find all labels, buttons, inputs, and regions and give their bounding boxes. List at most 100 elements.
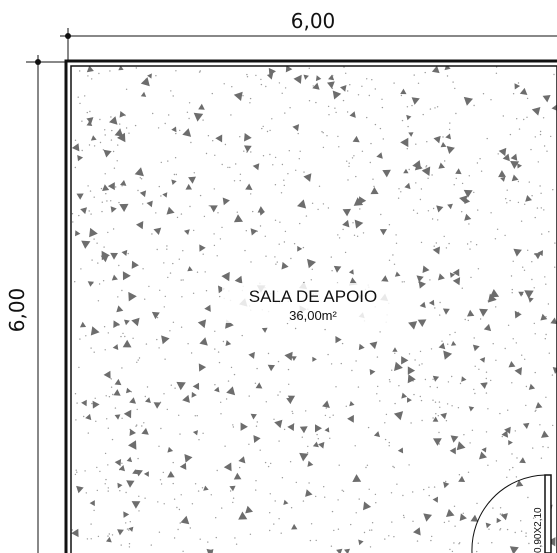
hatch-triangle [433,135,441,144]
hatch-dot [347,90,349,92]
hatch-triangle [87,281,94,287]
hatch-dot [494,238,497,240]
hatch-dot [427,210,430,212]
hatch-triangle [452,277,461,286]
hatch-dot [388,259,391,261]
hatch-triangle [103,370,111,379]
hatch-dot [163,503,165,505]
hatch-dot [473,337,475,339]
hatch-triangle [129,428,136,436]
hatch-dot [84,470,86,472]
hatch-dot [510,275,513,277]
hatch-dot [221,507,223,509]
hatch-dot [410,422,412,424]
hatch-dot [486,137,488,140]
hatch-triangle [226,386,236,396]
hatch-dot [107,490,109,492]
hatch-dot [445,480,447,483]
hatch-dot [125,522,127,524]
hatch-triangle [459,513,467,521]
hatch-triangle [458,475,466,482]
hatch-dot [138,495,140,497]
hatch-dot [305,410,307,412]
hatch-dot [179,129,181,132]
hatch-dot [105,395,107,397]
hatch-dot [355,175,357,178]
hatch-dot [369,161,371,164]
wall-inner [70,65,557,553]
hatch-triangle [423,513,432,522]
hatch-triangle [379,229,387,236]
hatch-dot [402,514,405,517]
wall-outer [64,59,557,553]
hatch-dot [196,271,199,273]
hatch-dot [176,506,178,509]
hatch-dot [101,201,104,203]
hatch-dot [516,457,518,459]
hatch-triangle [347,414,354,423]
hatch-dot [276,261,278,263]
hatch-triangle [89,500,95,507]
hatch-dot [106,200,108,202]
hatch-dot [344,251,347,254]
hatch-triangle [376,152,383,159]
hatch-dot [437,415,439,417]
hatch-dot [93,351,95,353]
hatch-triangle [192,382,200,390]
hatch-dot [526,116,528,119]
hatch-dot [298,158,300,160]
hatch-dot [330,256,332,258]
hatch-dot [182,250,184,252]
hatch-dot [158,531,161,533]
hatch-triangle [518,291,524,297]
hatch-dot [84,95,86,97]
hatch-dot [537,161,539,163]
hatch-triangle [218,285,226,294]
hatch-triangle [253,435,261,443]
hatch-triangle [89,227,98,238]
hatch-dot [158,445,160,447]
hatch-triangle [442,308,450,315]
hatch-triangle [79,321,87,328]
hatch-dot [234,537,236,539]
hatch-dot [205,290,208,292]
hatch-triangle [479,308,488,317]
hatch-dot [490,212,492,214]
hatch-triangle [299,426,308,434]
hatch-triangle [132,469,138,475]
hatch-triangle [131,317,140,327]
hatch-triangle [417,319,427,327]
hatch-triangle [117,482,123,489]
hatch-dot [540,457,543,459]
hatch-dot [412,520,414,522]
hatch-dot [137,189,139,192]
hatch-dot [511,382,513,384]
left-dimension: 6,00 [5,55,66,553]
hatch-dot [85,335,87,337]
hatch-dot [393,82,395,84]
hatch-triangle [197,319,207,329]
hatch-dot [278,243,280,245]
hatch-dot [366,78,368,80]
hatch-dot [523,118,525,121]
hatch-triangle [369,341,378,350]
hatch-dot [280,532,282,534]
hatch-dot [322,203,325,205]
hatch-dot [211,92,213,95]
hatch-triangle [120,180,127,186]
hatch-triangle [180,515,190,525]
hatch-dot [476,162,479,164]
hatch-dot [119,123,121,125]
hatch-dot [531,261,533,263]
hatch-dot [511,288,513,291]
hatch-dot [274,500,276,502]
hatch-dot [379,127,382,130]
hatch-triangle [81,399,87,407]
hatch-dot [357,386,360,388]
hatch-triangle [167,471,175,478]
hatch-dot [380,213,382,216]
hatch-dot [224,143,227,146]
hatch-dot [542,117,545,119]
hatch-dot [231,86,233,88]
hatch-dot [334,107,336,109]
